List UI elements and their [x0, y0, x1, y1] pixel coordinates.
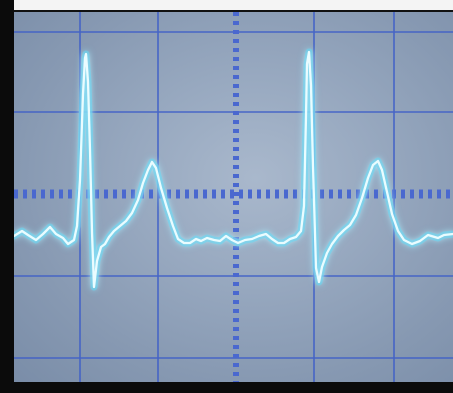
- oscilloscope-screen: [14, 12, 453, 382]
- center-axes: [14, 12, 453, 382]
- screen-graphics: [14, 12, 453, 382]
- top-label-strip: [14, 0, 453, 12]
- ecg-trace-core: [14, 50, 453, 289]
- ecg-trace: [14, 48, 453, 291]
